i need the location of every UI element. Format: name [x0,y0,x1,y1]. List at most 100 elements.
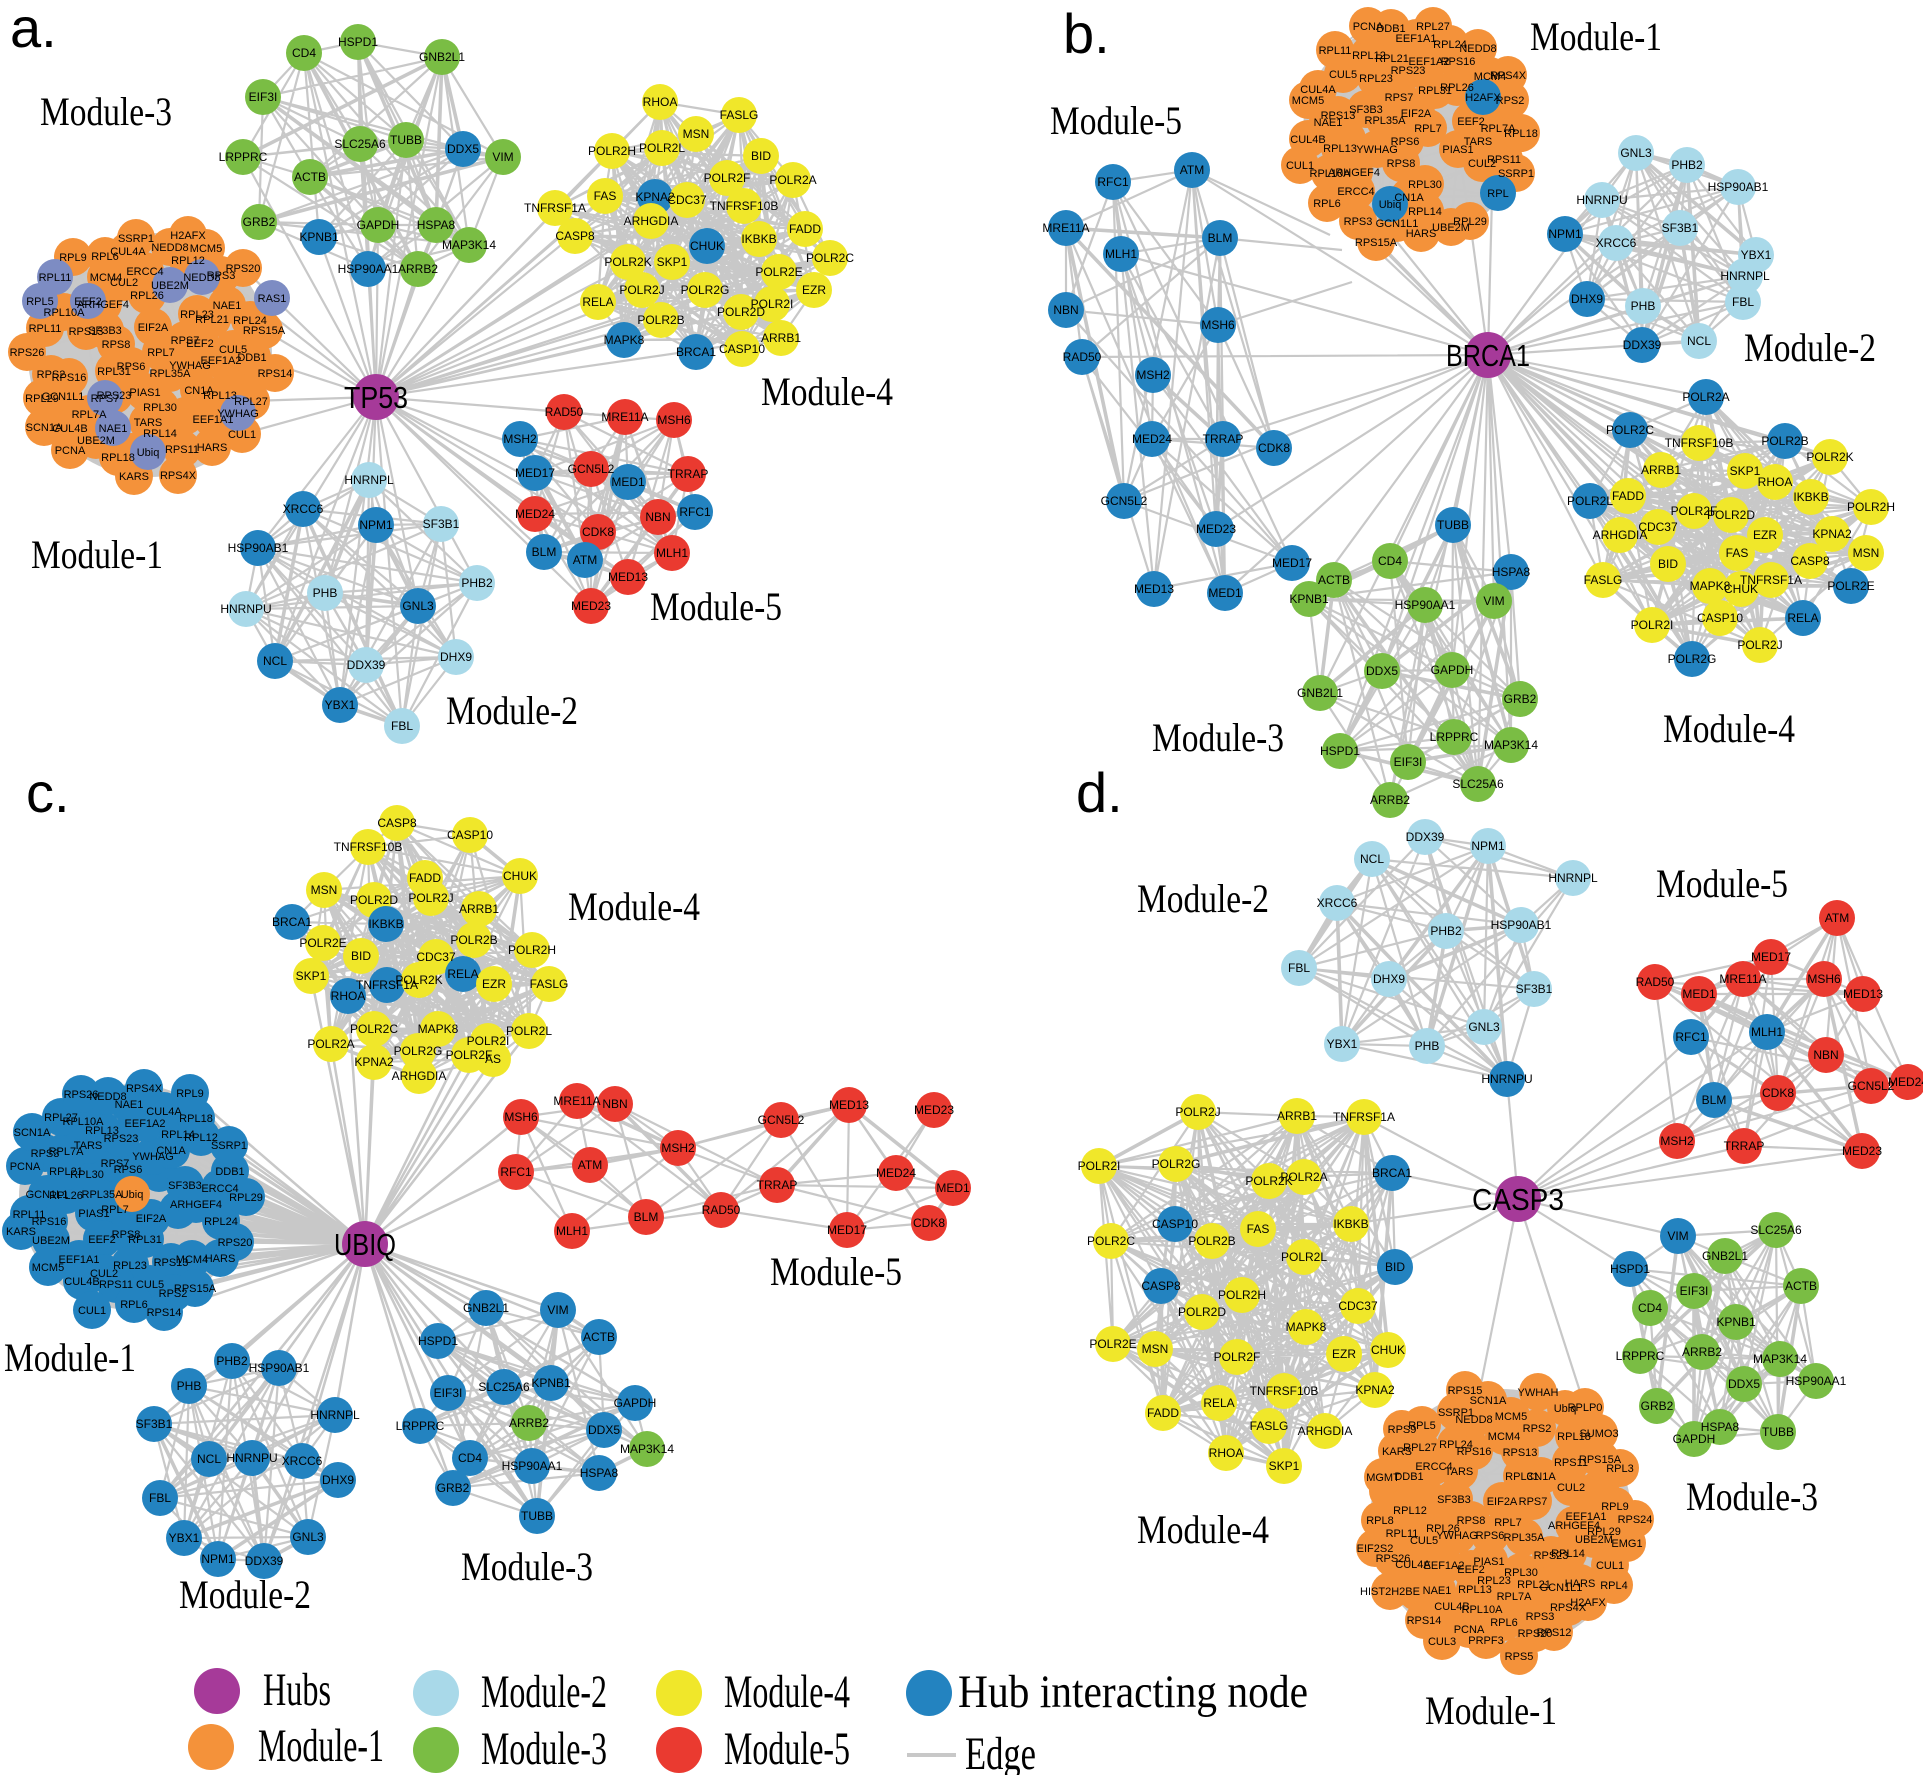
svg-text:RPL30: RPL30 [1504,1567,1538,1579]
svg-text:RPS11: RPS11 [1487,154,1521,166]
svg-text:RPS7: RPS7 [1519,1496,1548,1508]
svg-text:POLR2G: POLR2G [1668,652,1717,666]
svg-text:RPL11: RPL11 [39,272,72,284]
svg-text:c.: c. [26,761,70,824]
svg-text:Module-2: Module-2 [446,688,578,733]
svg-text:TUBB: TUBB [1437,518,1469,532]
svg-text:TNFRSF10B: TNFRSF10B [334,840,403,854]
svg-text:RPS15A: RPS15A [243,325,286,337]
svg-text:XRCC6: XRCC6 [1596,236,1637,250]
svg-text:RPS8: RPS8 [1387,158,1416,170]
svg-text:RPS26: RPS26 [1376,1553,1411,1565]
svg-text:IKBKB: IKBKB [741,232,776,246]
svg-text:FBL: FBL [149,1491,171,1505]
svg-text:RPS26: RPS26 [10,347,45,359]
svg-text:IKBKB: IKBKB [368,917,403,931]
svg-text:MED23: MED23 [571,599,611,613]
svg-text:PHB2: PHB2 [216,1354,248,1368]
svg-text:CDC37: CDC37 [416,950,456,964]
svg-text:RPS16: RPS16 [1457,1446,1492,1458]
svg-text:RPS15: RPS15 [1448,1385,1483,1397]
svg-text:NCL: NCL [197,1452,221,1466]
svg-text:TNFRSF1A: TNFRSF1A [1333,1110,1395,1124]
svg-text:HIST2H2BE: HIST2H2BE [1360,1586,1420,1598]
svg-text:ARHGDIA: ARHGDIA [392,1069,447,1083]
svg-text:EEF1A2: EEF1A2 [125,1118,166,1130]
svg-text:H2AFX: H2AFX [1570,1597,1606,1609]
svg-text:POLR2D: POLR2D [1178,1305,1226,1319]
svg-text:PIAS1: PIAS1 [129,387,160,399]
svg-text:MRE11A: MRE11A [1719,972,1766,986]
svg-text:ACTB: ACTB [1785,1279,1817,1293]
svg-text:EZR: EZR [802,283,826,297]
svg-text:TARS: TARS [1445,1466,1474,1478]
svg-text:POLR2K: POLR2K [395,973,442,987]
svg-text:HSPA8: HSPA8 [580,1466,619,1480]
svg-text:RPL11: RPL11 [1319,45,1352,57]
svg-text:RPS7: RPS7 [101,1158,130,1170]
svg-text:NAE1: NAE1 [213,300,242,312]
svg-text:POLR2C: POLR2C [1087,1234,1135,1248]
svg-text:POLR2A: POLR2A [769,173,816,187]
svg-text:RPL13: RPL13 [1458,1584,1492,1596]
svg-text:DHX9: DHX9 [440,650,472,664]
svg-text:MCM5: MCM5 [190,243,222,255]
svg-text:RPL7: RPL7 [147,347,175,359]
svg-text:EEF2: EEF2 [1457,116,1485,128]
svg-text:RPL9: RPL9 [59,252,87,264]
svg-text:MAP3K14: MAP3K14 [1484,738,1538,752]
svg-text:BID: BID [1385,1260,1405,1274]
svg-text:POLR2B: POLR2B [1188,1234,1235,1248]
svg-text:DDX39: DDX39 [347,658,386,672]
svg-text:PHB: PHB [313,586,338,600]
svg-text:FASLG: FASLG [720,108,759,122]
svg-text:LRPPRC: LRPPRC [219,150,268,164]
svg-text:POLR2E: POLR2E [299,936,346,950]
svg-text:FBL: FBL [1732,295,1754,309]
svg-text:YWHAG: YWHAG [1356,144,1398,156]
svg-text:CN1A: CN1A [184,385,214,397]
svg-text:Module-2: Module-2 [1137,876,1269,921]
svg-text:NBN: NBN [1813,1048,1838,1062]
svg-text:RPS11: RPS11 [165,444,199,456]
svg-text:POLR2J: POLR2J [619,283,664,297]
svg-text:EIF3I: EIF3I [249,90,278,104]
svg-text:PCNA: PCNA [55,445,86,457]
svg-text:KPNB1: KPNB1 [1289,592,1329,606]
svg-text:SLC25A6: SLC25A6 [478,1380,530,1394]
svg-text:POLR2L: POLR2L [639,141,685,155]
svg-text:MAPK8: MAPK8 [1690,579,1731,593]
svg-text:BID: BID [751,149,771,163]
svg-text:ARHGEF4: ARHGEF4 [1548,1520,1600,1532]
svg-text:RPL13: RPL13 [1323,143,1357,155]
svg-text:EMG1: EMG1 [1611,1538,1642,1550]
svg-text:EIF3I: EIF3I [1394,755,1423,769]
svg-text:RPL11: RPL11 [29,323,62,335]
svg-text:ACTB: ACTB [583,1330,615,1344]
svg-text:BLM: BLM [1702,1093,1727,1107]
svg-text:RPS2: RPS2 [1523,1423,1552,1435]
svg-text:HSP90AB1: HSP90AB1 [228,541,289,555]
svg-text:GNB2L1: GNB2L1 [1297,686,1343,700]
svg-text:GNB2L1: GNB2L1 [419,50,465,64]
svg-text:Ubiq: Ubiq [1554,1403,1577,1415]
svg-text:KPNA2: KPNA2 [1355,1383,1395,1397]
svg-text:KARS: KARS [6,1226,36,1238]
svg-text:DDX39: DDX39 [1406,830,1445,844]
svg-text:Ubiq: Ubiq [121,1189,144,1201]
svg-text:Module-2: Module-2 [179,1572,311,1617]
svg-text:ARHGEF4: ARHGEF4 [1328,167,1380,179]
svg-text:TUBB: TUBB [390,133,422,147]
svg-text:Ubiq: Ubiq [1379,199,1402,211]
svg-text:POLR2E: POLR2E [1089,1337,1136,1351]
svg-text:RPL5: RPL5 [1408,1420,1436,1432]
svg-text:RPL23: RPL23 [1359,73,1393,85]
svg-text:DDB1: DDB1 [215,1166,244,1178]
svg-text:BLM: BLM [634,1210,659,1224]
svg-text:MED13: MED13 [608,570,648,584]
svg-text:DDX39: DDX39 [1623,338,1662,352]
svg-text:PHB: PHB [1631,299,1656,313]
svg-text:MCM4: MCM4 [176,1254,208,1266]
svg-text:NAE1: NAE1 [99,423,128,435]
svg-text:POLR2H: POLR2H [1847,500,1895,514]
